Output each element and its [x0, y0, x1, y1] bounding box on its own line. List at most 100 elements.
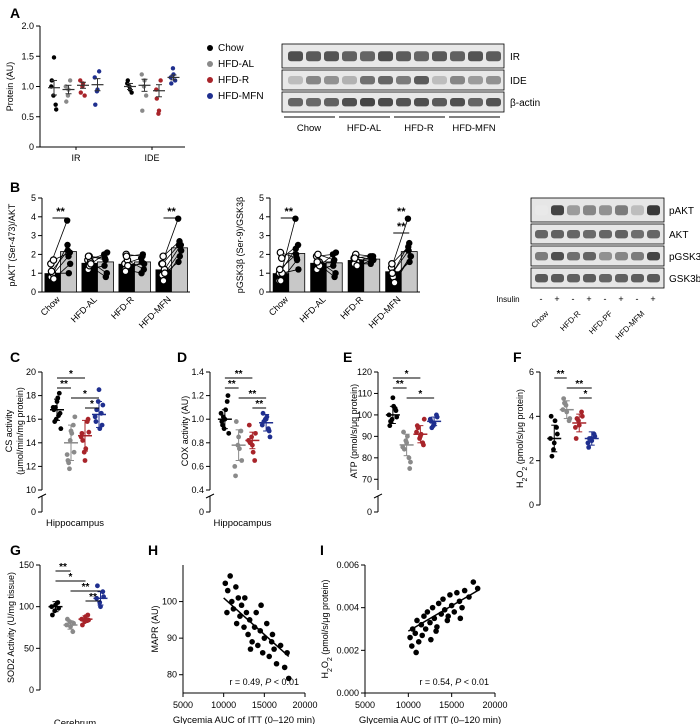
- legend-marker: [207, 61, 213, 67]
- data-point: [574, 416, 580, 421]
- significance-label: *: [83, 389, 87, 400]
- blot-band: [378, 51, 393, 62]
- blot-frame: [530, 267, 665, 289]
- legend-marker: [207, 45, 213, 51]
- point-insulin: [292, 251, 300, 258]
- legend-label: HFD-AL: [218, 59, 255, 70]
- panel-letter-a: A: [10, 5, 20, 21]
- x-tick-label: HFD-MFN: [137, 294, 173, 330]
- data-point: [233, 419, 239, 424]
- y-tick-label: 2: [31, 249, 36, 259]
- y-tick-label: 20: [26, 367, 36, 377]
- y-tick-label: 1.4: [191, 367, 204, 377]
- data-point: [239, 458, 245, 463]
- data-point: [218, 410, 224, 416]
- y-tick-label: 3: [259, 231, 264, 241]
- significance-label: *: [69, 369, 73, 380]
- significance-label: **: [60, 379, 68, 390]
- significance-label: **: [89, 592, 97, 603]
- blot-band: [342, 51, 357, 62]
- data-point: [413, 649, 419, 656]
- y-tick-label: 3: [31, 231, 36, 241]
- y-tick-label: 1.2: [191, 391, 204, 401]
- x-tick-label: HFD-AL: [298, 294, 328, 324]
- data-point: [421, 442, 426, 448]
- blot-band: [599, 205, 612, 216]
- y-tick-label: 50: [24, 643, 34, 653]
- legend-label: HFD-R: [218, 75, 249, 86]
- significance-label: *: [90, 399, 94, 410]
- point-insulin: [177, 247, 185, 254]
- data-point: [259, 649, 266, 656]
- data-point: [92, 414, 98, 420]
- group-label: HFD-AL: [347, 123, 381, 134]
- significance-label: **: [228, 379, 236, 390]
- blot-band: [468, 98, 483, 107]
- point-insulin: [293, 256, 301, 264]
- insulin-sign: -: [636, 294, 639, 304]
- point-insulin: [367, 258, 375, 266]
- y-tick-label: 90: [362, 431, 372, 441]
- blot-band: [396, 76, 411, 85]
- y-tick-label: 2.0: [21, 21, 34, 31]
- data-point: [93, 102, 98, 107]
- data-point: [401, 446, 407, 452]
- data-point: [562, 400, 567, 406]
- x-tick-label: 10000: [211, 700, 236, 710]
- data-point: [241, 624, 247, 630]
- band-label: GSK3b: [669, 274, 700, 285]
- data-point: [246, 422, 252, 428]
- legend-marker: [207, 77, 213, 83]
- data-point: [224, 399, 230, 404]
- point-no-insulin: [388, 269, 397, 278]
- data-point: [435, 600, 442, 607]
- y-tick-label: 90: [167, 633, 177, 643]
- panel-e-chart: 70 80 90 100 110 120 ATP (pmol/s/μg protein) 0 *…: [349, 367, 442, 517]
- panel-c-chart: 10 12 14 16 18 20 CS activity (μmol/min/mg prot…: [4, 367, 106, 529]
- blot-band: [583, 205, 596, 216]
- data-point: [459, 604, 465, 611]
- x-tick-label: 20000: [482, 700, 507, 710]
- y-axis-label: H2O2 (pmol/s/μg protein): [320, 579, 334, 678]
- data-point: [407, 634, 413, 641]
- x-tick-label: 20000: [292, 700, 317, 710]
- data-point: [94, 407, 100, 413]
- y-tick-label: 1.0: [191, 414, 204, 424]
- data-point: [251, 624, 258, 630]
- blot-band: [432, 51, 447, 62]
- point-insulin: [176, 253, 184, 260]
- blot-band: [583, 230, 596, 239]
- data-point: [247, 440, 253, 446]
- data-point: [554, 431, 560, 437]
- blot-band: [432, 98, 447, 107]
- data-point: [412, 630, 419, 637]
- point-insulin: [63, 217, 71, 224]
- data-point: [139, 72, 144, 77]
- blot-band: [450, 98, 465, 107]
- significance-label: **: [284, 206, 293, 218]
- data-point: [80, 438, 86, 443]
- x-axis-label: Hippocampus: [46, 518, 104, 529]
- data-point: [440, 596, 446, 602]
- point-insulin: [65, 270, 73, 277]
- panel-b2-chart: 0 1 2 3 4 5 pGSK3β (Ser-9)/GSK3β Chow HFD-AL HFD-…: [235, 193, 420, 330]
- blot-band: [551, 230, 564, 239]
- y-tick-label: 0.000: [336, 688, 359, 698]
- point-insulin: [332, 249, 340, 256]
- data-point: [408, 459, 413, 465]
- data-point: [252, 458, 258, 463]
- blot-band: [450, 51, 465, 62]
- data-point: [232, 464, 238, 469]
- data-point: [50, 612, 55, 618]
- y-tick-label: 0: [31, 287, 36, 297]
- data-point: [65, 93, 71, 98]
- panel-letters: A B C D E F G H I: [10, 5, 522, 558]
- blot-band: [599, 274, 612, 283]
- y-tick-label: 150: [19, 560, 34, 570]
- y-tick-label: 0: [29, 685, 34, 695]
- data-point: [474, 585, 481, 592]
- pair-line: [394, 256, 412, 283]
- significance-label: **: [397, 206, 406, 218]
- blot-band: [631, 252, 644, 261]
- point-no-insulin: [47, 267, 56, 276]
